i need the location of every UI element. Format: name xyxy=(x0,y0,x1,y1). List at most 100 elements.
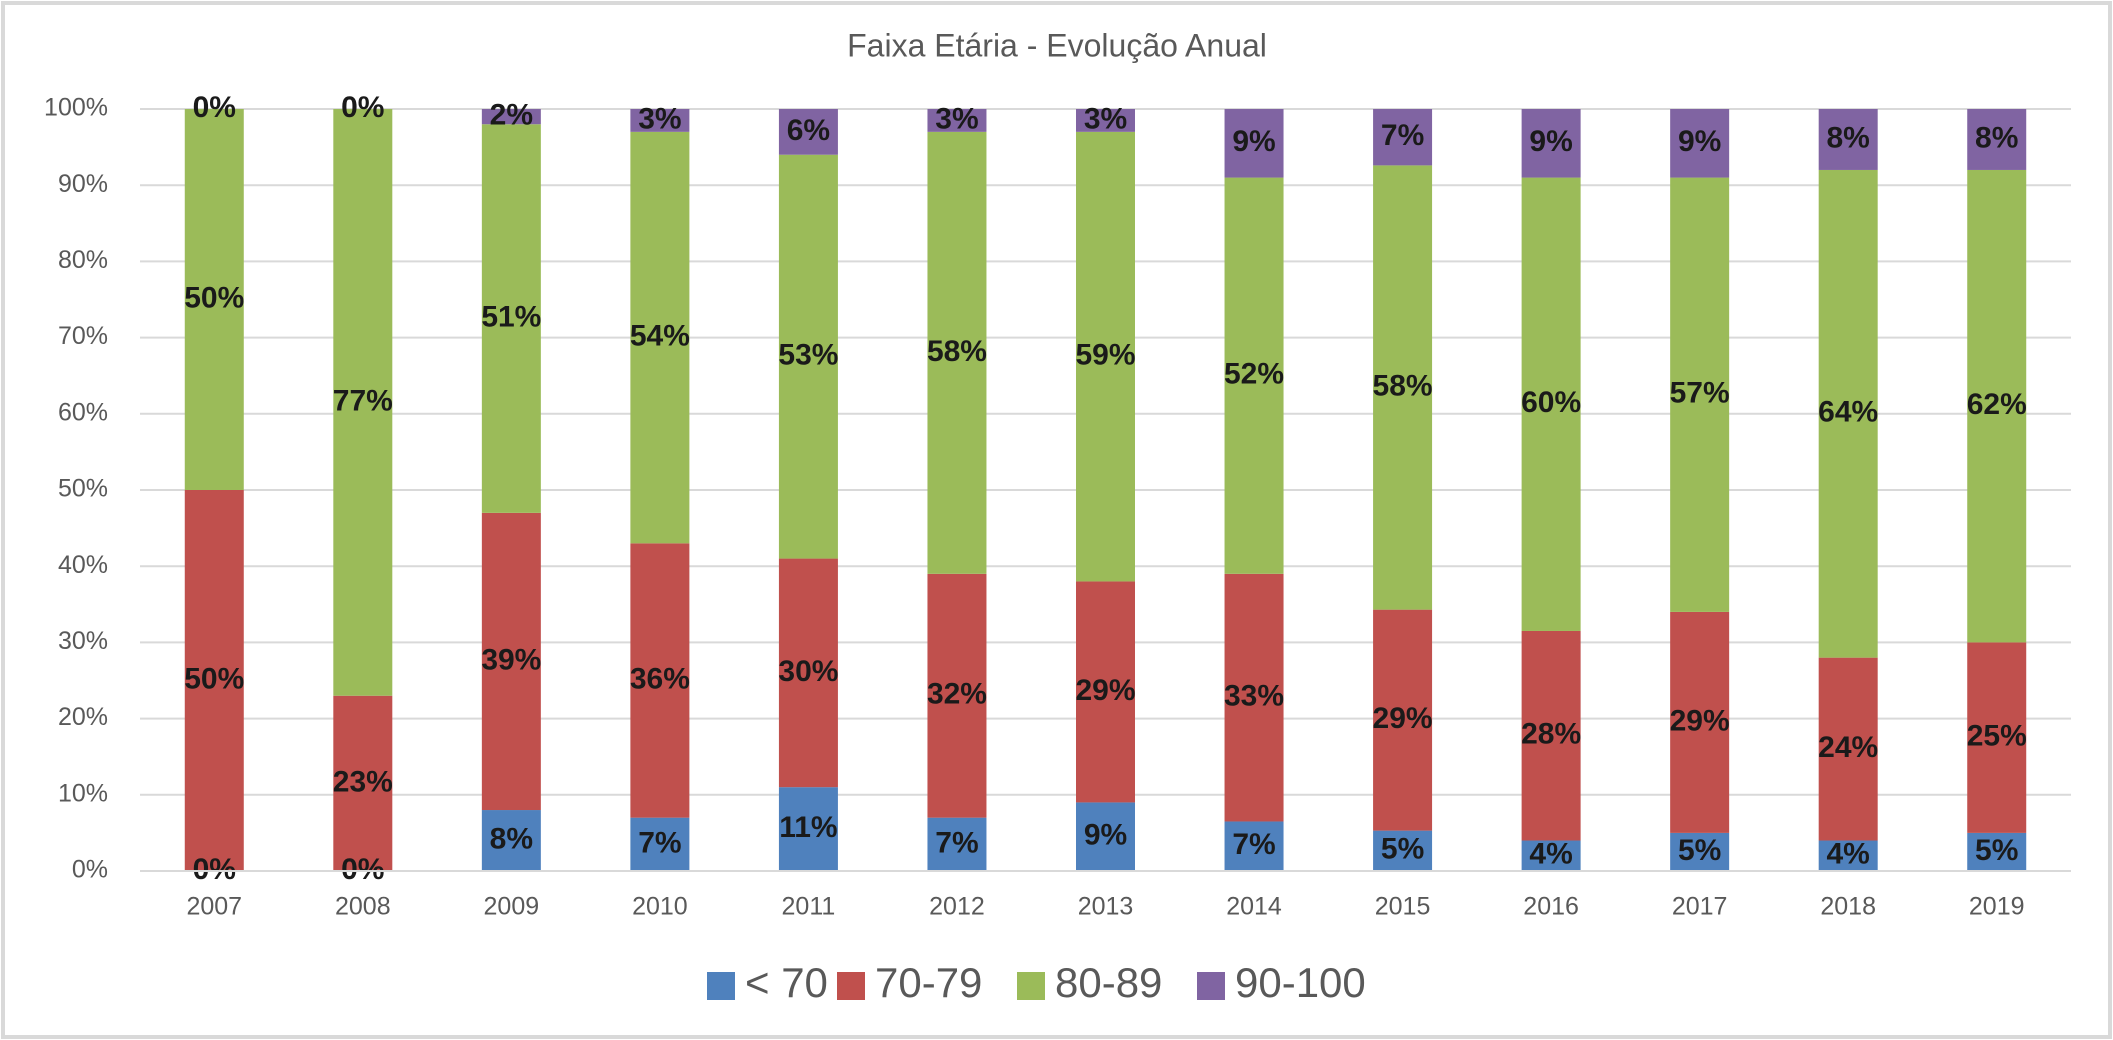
x-tick-label: 2013 xyxy=(1078,893,1134,921)
data-label: 59% xyxy=(1075,339,1135,372)
bar-segment xyxy=(927,109,987,132)
bar-segment xyxy=(481,512,541,811)
y-tick-label: 100% xyxy=(44,94,108,122)
x-tick-label: 2007 xyxy=(186,893,242,921)
bar-segment xyxy=(1670,611,1730,833)
data-label: 7% xyxy=(638,826,681,859)
data-label: 30% xyxy=(778,655,838,688)
bar-segment xyxy=(1967,832,2027,871)
y-tick-label: 10% xyxy=(58,779,108,807)
x-tick-label: 2014 xyxy=(1226,893,1282,921)
bar-segment xyxy=(1076,131,1135,582)
data-label: 5% xyxy=(1381,833,1424,866)
bar-segment xyxy=(778,154,838,559)
bar-segment xyxy=(1076,802,1135,871)
y-tick-label: 90% xyxy=(58,170,108,198)
y-tick-label: 50% xyxy=(58,475,108,503)
bar-segment xyxy=(1670,177,1730,612)
bar-segment xyxy=(1373,165,1433,610)
data-label: 23% xyxy=(333,765,393,798)
data-label: 24% xyxy=(1818,731,1878,764)
x-tick-label: 2016 xyxy=(1523,893,1579,921)
data-label: 7% xyxy=(1232,828,1275,861)
data-label: 25% xyxy=(1967,720,2027,753)
bar-segment xyxy=(1224,573,1284,822)
x-tick-label: 2009 xyxy=(484,893,540,921)
legend-swatch xyxy=(1197,972,1225,1000)
bar-segment xyxy=(1224,177,1284,574)
data-label: 5% xyxy=(1975,834,2018,867)
data-label: 9% xyxy=(1084,819,1127,852)
bar-segment xyxy=(1373,609,1433,831)
bar-segment xyxy=(1670,109,1730,178)
data-label: 7% xyxy=(935,826,978,859)
bar-segment xyxy=(1224,109,1284,178)
data-label: 0% xyxy=(341,91,384,124)
data-label: 77% xyxy=(333,384,393,417)
data-label: 32% xyxy=(927,678,987,711)
data-label: 3% xyxy=(638,102,681,135)
y-tick-label: 30% xyxy=(58,627,108,655)
data-label: 7% xyxy=(1381,119,1424,152)
y-tick-label: 80% xyxy=(58,246,108,274)
bar-segment xyxy=(1967,109,2027,170)
x-tick-label: 2019 xyxy=(1969,893,2025,921)
bar-segment xyxy=(1521,840,1581,871)
data-label: 0% xyxy=(193,853,236,886)
data-label: 4% xyxy=(1529,838,1572,871)
data-label: 28% xyxy=(1521,718,1581,751)
bar-segment xyxy=(1818,840,1878,871)
y-tick-label: 60% xyxy=(58,398,108,426)
legend-swatch xyxy=(707,972,735,1000)
data-label: 6% xyxy=(787,114,830,147)
data-label: 54% xyxy=(630,320,690,353)
bar-segment xyxy=(1818,657,1878,841)
bar-segment xyxy=(481,109,541,125)
x-tick-label: 2011 xyxy=(782,893,836,921)
bar-segment xyxy=(1521,177,1581,631)
data-label: 29% xyxy=(1075,674,1135,707)
bar-segment xyxy=(481,810,541,871)
data-label: 53% xyxy=(778,339,838,372)
legend-label: 90-100 xyxy=(1235,959,1366,1006)
bar-segment xyxy=(1967,642,2027,833)
data-label: 0% xyxy=(341,853,384,886)
data-label: 29% xyxy=(1373,702,1433,735)
data-label: 3% xyxy=(935,102,978,135)
data-label: 9% xyxy=(1678,125,1721,158)
bar-segment xyxy=(1818,109,1878,170)
bar-segment xyxy=(184,109,244,490)
data-label: 50% xyxy=(184,281,244,314)
bar-segment xyxy=(1967,169,2027,643)
y-tick-label: 70% xyxy=(58,322,108,350)
bar-segment xyxy=(630,109,690,132)
data-label: 8% xyxy=(1975,121,2018,154)
bar-segment xyxy=(1521,109,1581,178)
data-label: 5% xyxy=(1678,834,1721,867)
data-label: 9% xyxy=(1529,125,1572,158)
bar-segment xyxy=(1521,630,1581,841)
data-label: 57% xyxy=(1670,377,1730,410)
data-label: 33% xyxy=(1224,680,1284,713)
x-tick-label: 2012 xyxy=(929,893,985,921)
bar-segment xyxy=(630,817,690,871)
data-label: 29% xyxy=(1670,704,1730,737)
bar-segment xyxy=(630,543,690,818)
bar-segment xyxy=(333,109,393,696)
bar-segment xyxy=(1373,109,1433,166)
y-tick-label: 40% xyxy=(58,551,108,579)
data-label: 58% xyxy=(1373,369,1433,402)
y-tick-label: 20% xyxy=(58,703,108,731)
data-label: 58% xyxy=(927,335,987,368)
bar-segment xyxy=(927,573,987,818)
legend-label: < 70 xyxy=(745,959,828,1006)
data-label: 39% xyxy=(481,643,541,676)
x-tick-label: 2017 xyxy=(1672,893,1728,921)
data-label: 8% xyxy=(1827,121,1870,154)
data-label: 0% xyxy=(193,91,236,124)
data-label: 4% xyxy=(1827,838,1870,871)
bar-segment xyxy=(1373,830,1433,871)
bar-segment xyxy=(481,124,541,513)
data-label: 8% xyxy=(490,822,533,855)
data-label: 52% xyxy=(1224,358,1284,391)
